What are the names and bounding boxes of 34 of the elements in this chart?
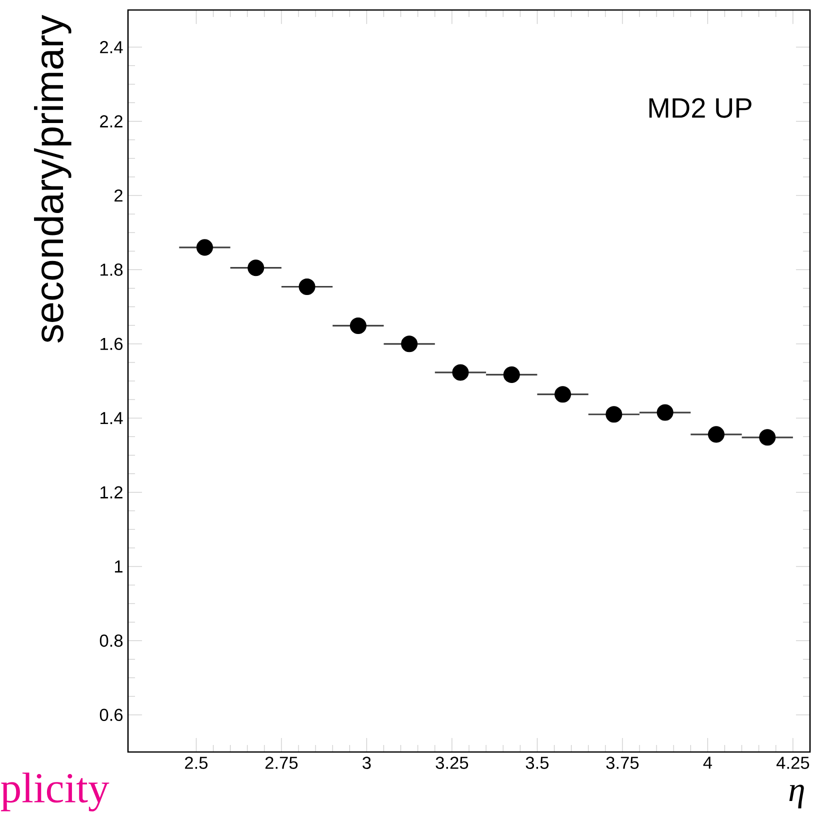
y-tick-label: 0.6 — [100, 708, 123, 722]
annotation: MD2 UP — [649, 98, 752, 118]
point — [350, 317, 366, 334]
x-tick-label: 3.75 — [606, 756, 639, 769]
point — [298, 278, 316, 296]
y-tick-label: 0.8 — [100, 634, 123, 647]
y-tick-label: 1.4 — [100, 412, 123, 424]
point — [759, 429, 776, 446]
point — [554, 386, 572, 403]
point — [656, 404, 674, 421]
x-tick-label: 4.25 — [776, 756, 810, 769]
y-tick-label: 1 — [114, 560, 122, 572]
y-tick-label: 2.2 — [100, 115, 122, 128]
y-tick-label: 1.8 — [100, 264, 123, 276]
y-tick-label: 2 — [114, 189, 122, 202]
x-tick-label: 2.75 — [265, 756, 298, 769]
y-axis-title: secondary/primary — [34, 14, 72, 343]
x-tick-label: 3.5 — [526, 756, 549, 769]
y-tick-label: 1.6 — [100, 338, 123, 350]
text: plicity — [0, 772, 110, 812]
x-tick-label: 2.5 — [185, 756, 208, 769]
x-tick-label: 4 — [703, 756, 712, 769]
point — [606, 406, 622, 423]
point — [452, 364, 469, 381]
x-tick-label: 3.25 — [436, 756, 468, 769]
y-tick-label: 2.4 — [100, 41, 123, 54]
point — [503, 366, 520, 383]
x-tick-label: 3 — [362, 756, 371, 769]
x-axis-title: η — [789, 784, 804, 808]
point — [248, 260, 264, 276]
point — [401, 336, 418, 352]
point — [708, 426, 724, 443]
y-tick-label: 1.2 — [100, 486, 122, 498]
point — [196, 239, 213, 256]
